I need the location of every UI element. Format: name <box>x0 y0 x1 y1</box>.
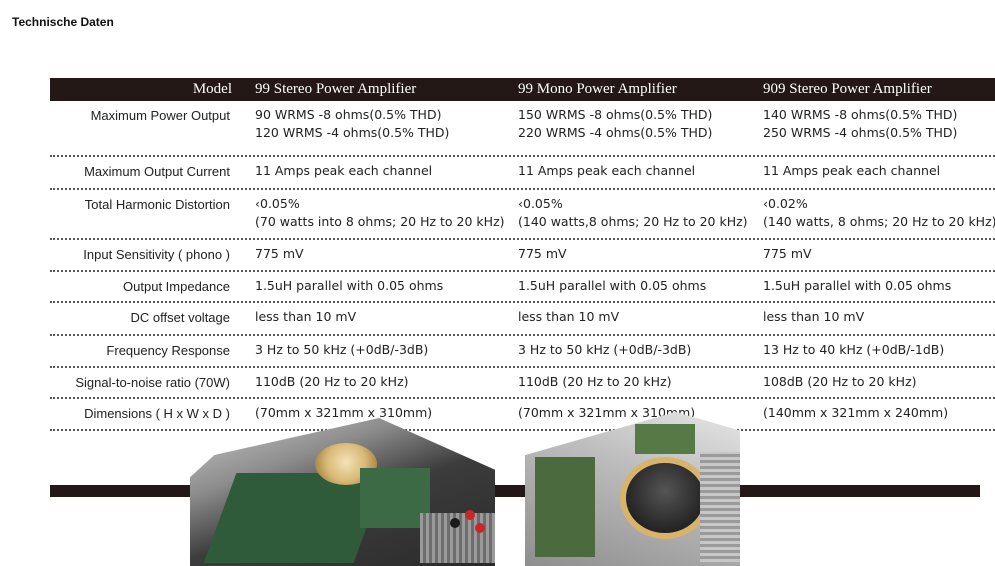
cell-col-1-line-1: 110dB (20 Hz to 20 kHz) <box>255 374 409 389</box>
header-col-1: 99 Stereo Power Amplifier <box>255 81 417 97</box>
cell-col-2-line-1: 11 Amps peak each channel <box>518 163 696 178</box>
cell-col-3-line-1: 140 WRMS -8 ohms(0.5% THD) <box>763 107 958 122</box>
amplifier-interior-photo-1 <box>190 418 495 566</box>
cell-col-1-line-1: (70mm x 321mm x 310mm) <box>255 405 433 420</box>
row-label: Dimensions ( H x W x D ) <box>84 406 230 421</box>
table-row-frequency-response: Frequency Response 3 Hz to 50 kHz (+0dB/-… <box>50 336 995 368</box>
cell-col-1-line-2: (70 watts into 8 ohms; 20 Hz to 20 kHz) <box>255 214 505 229</box>
header-col-3: 909 Stereo Power Amplifier <box>763 81 932 97</box>
row-label: Maximum Output Current <box>84 164 230 179</box>
row-label: Signal-to-noise ratio (70W) <box>75 375 230 390</box>
header-model: Model <box>192 81 232 97</box>
row-label: Input Sensitivity ( phono ) <box>83 247 230 262</box>
cell-col-2-line-2: (140 watts,8 ohms; 20 Hz to 20 kHz) <box>518 214 748 229</box>
table-row-total-harmonic-distortion: Total Harmonic Distortion ‹0.05% (70 watts… <box>50 190 995 240</box>
cell-col-3-line-1: 1.5uH parallel with 0.05 ohms <box>763 278 952 293</box>
cell-col-3-line-1: less than 10 mV <box>763 309 865 324</box>
table-row-dimensions-h-x-w-x-d: Dimensions ( H x W x D ) (70mm x 321mm x … <box>50 399 995 431</box>
row-label: Frequency Response <box>106 343 230 358</box>
row-label: DC offset voltage <box>130 310 230 325</box>
cell-col-3-line-1: 11 Amps peak each channel <box>763 163 941 178</box>
cell-col-3-line-2: 250 WRMS -4 ohms(0.5% THD) <box>763 125 958 140</box>
table-row-signal-to-noise-ratio-70w: Signal-to-noise ratio (70W) 110dB (20 Hz … <box>50 368 995 399</box>
table-row-maximum-output-current: Maximum Output Current 11 Amps peak each … <box>50 157 995 190</box>
table-row-output-impedance: Output Impedance 1.5uH parallel with 0.05… <box>50 272 995 303</box>
cell-col-3-line-2: (140 watts, 8 ohms; 20 Hz to 20 kHz) <box>763 214 995 229</box>
table-row-input-sensitivity-phono: Input Sensitivity ( phono ) 775 mV 775 mV 7… <box>50 240 995 272</box>
cell-col-2-line-1: less than 10 mV <box>518 309 620 324</box>
cell-col-2-line-1: 150 WRMS -8 ohms(0.5% THD) <box>518 107 713 122</box>
cell-col-1-line-1: 11 Amps peak each channel <box>255 163 433 178</box>
row-label: Maximum Power Output <box>90 108 230 123</box>
cell-col-1-line-1: 1.5uH parallel with 0.05 ohms <box>255 278 444 293</box>
cell-col-1-line-1: ‹0.05% <box>255 196 300 211</box>
cell-col-2-line-1: (70mm x 321mm x 310mm) <box>518 405 696 420</box>
cell-col-1-line-1: 90 WRMS -8 ohms(0.5% THD) <box>255 107 442 122</box>
cell-col-1-line-1: 775 mV <box>255 246 304 261</box>
row-label: Output Impedance <box>123 279 230 294</box>
row-label: Total Harmonic Distortion <box>84 197 230 212</box>
cell-col-3-line-1: 13 Hz to 40 kHz (+0dB/-1dB) <box>763 342 945 357</box>
bottom-divider-band <box>50 485 980 497</box>
cell-col-1-line-1: 3 Hz to 50 kHz (+0dB/-3dB) <box>255 342 429 357</box>
cell-col-2-line-1: 775 mV <box>518 246 567 261</box>
cell-col-3-line-1: 775 mV <box>763 246 812 261</box>
cell-col-3-line-1: ‹0.02% <box>763 196 808 211</box>
spec-table: Model 99 Stereo Power Amplifier 99 Mono … <box>50 78 995 431</box>
cell-col-1-line-2: 120 WRMS -4 ohms(0.5% THD) <box>255 125 450 140</box>
cell-col-2-line-1: 110dB (20 Hz to 20 kHz) <box>518 374 672 389</box>
cell-col-3-line-1: 108dB (20 Hz to 20 kHz) <box>763 374 917 389</box>
page-title: Technische Daten <box>12 15 114 29</box>
cell-col-1-line-1: less than 10 mV <box>255 309 357 324</box>
header-col-2: 99 Mono Power Amplifier <box>518 81 677 97</box>
cell-col-2-line-2: 220 WRMS -4 ohms(0.5% THD) <box>518 125 713 140</box>
table-header: Model 99 Stereo Power Amplifier 99 Mono … <box>50 78 995 101</box>
cell-col-3-line-1: (140mm x 321mm x 240mm) <box>763 405 949 420</box>
table-row-maximum-power-output: Maximum Power Output 90 WRMS -8 ohms(0.5%… <box>50 101 995 157</box>
cell-col-2-line-1: 1.5uH parallel with 0.05 ohms <box>518 278 707 293</box>
cell-col-2-line-1: ‹0.05% <box>518 196 563 211</box>
cell-col-2-line-1: 3 Hz to 50 kHz (+0dB/-3dB) <box>518 342 692 357</box>
table-row-dc-offset-voltage: DC offset voltage less than 10 mV less tha… <box>50 303 995 336</box>
amplifier-interior-photo-2 <box>525 412 740 566</box>
